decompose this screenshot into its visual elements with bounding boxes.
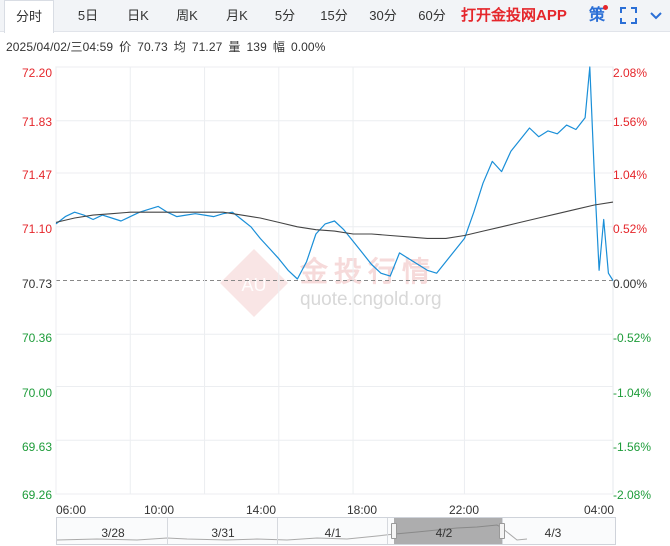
x-tick-label: 14:00 — [245, 503, 277, 517]
y-pct-tick-label: 1.04% — [613, 168, 648, 182]
navigator-separator — [277, 518, 278, 544]
navigator-separator — [387, 518, 388, 544]
volume-value: 139 — [246, 40, 267, 54]
y-tick-label: 72.20 — [21, 66, 52, 80]
quote-info-line: 2025/04/02/三04:59 价 70.73 均 71.27 量 139 幅 0.00% — [6, 38, 331, 55]
navigator-left-handle[interactable] — [391, 523, 397, 539]
tab-15min[interactable]: 15分 — [320, 8, 348, 23]
avg-value: 71.27 — [191, 40, 223, 54]
navigator-date: 3/31 — [211, 526, 235, 540]
tab-5min[interactable]: 5分 — [274, 8, 296, 23]
navigator-date: 4/3 — [544, 526, 562, 540]
navigator-date: 4/1 — [324, 526, 342, 540]
quote-datetime: 2025/04/02/三04:59 — [6, 40, 114, 54]
navigator-right-handle[interactable] — [499, 523, 505, 539]
watermark-brand: 金投行情 — [300, 256, 437, 287]
y-tick-label: 70.73 — [21, 277, 52, 291]
tab-intraday[interactable]: 分时 — [4, 0, 54, 33]
volume-label: 量 — [228, 40, 241, 54]
tab-60min[interactable]: 60分 — [418, 8, 446, 23]
notification-dot — [603, 5, 608, 10]
y-tick-label: 70.00 — [21, 386, 52, 400]
price-value: 70.73 — [137, 40, 168, 54]
x-tick-label: 10:00 — [143, 503, 175, 517]
x-tick-label: 06:00 — [55, 503, 87, 517]
x-tick-label: 18:00 — [346, 503, 378, 517]
x-tick-label: 22:00 — [448, 503, 480, 517]
watermark-url: quote.cngold.org — [300, 289, 442, 310]
y-tick-label: 71.10 — [21, 222, 52, 236]
y-tick-label: 69.63 — [21, 440, 52, 454]
x-tick-label: 04:00 — [583, 503, 615, 517]
price-line — [55, 66, 614, 281]
y-pct-tick-label: -1.56% — [613, 440, 652, 454]
tab-30min[interactable]: 30分 — [369, 8, 397, 23]
average-line — [55, 201, 614, 239]
tab-monthly-k[interactable]: 月K — [226, 8, 248, 23]
y-pct-tick-label: 2.08% — [613, 66, 648, 80]
chevron-down-icon[interactable] — [649, 9, 663, 23]
change-label: 幅 — [272, 40, 285, 54]
y-pct-tick-label: -0.52% — [613, 331, 652, 345]
y-pct-tick-label: -2.08% — [613, 488, 652, 502]
y-pct-tick-label: 1.56% — [613, 115, 648, 129]
plot-frame — [55, 66, 614, 495]
price-label: 价 — [119, 40, 132, 54]
y-tick-label: 71.47 — [21, 168, 52, 182]
open-app-link[interactable]: 打开金投网APP — [461, 7, 567, 24]
navigator-selection[interactable] — [394, 518, 502, 544]
y-pct-tick-label: -1.04% — [613, 386, 652, 400]
navigator-date: 4/2 — [435, 526, 453, 540]
y-tick-label: 71.83 — [21, 115, 52, 129]
navigator-date: 3/28 — [101, 526, 125, 540]
tab-weekly-k[interactable]: 周K — [176, 8, 198, 23]
tab-daily-k[interactable]: 日K — [127, 8, 149, 23]
fullscreen-icon[interactable] — [620, 7, 637, 24]
time-navigator[interactable]: 3/28 3/31 4/1 4/2 4/3 — [56, 517, 616, 545]
change-value: 0.00% — [290, 40, 326, 54]
strategy-icon[interactable]: 策 — [589, 7, 606, 24]
y-tick-label: 69.26 — [21, 488, 52, 502]
tab-5day[interactable]: 5日 — [77, 8, 99, 23]
period-toolbar: 分时 5日 日K 周K 月K 5分 15分 30分 60分 打开金投网APP 策 — [0, 0, 670, 33]
y-pct-tick-label: 0.52% — [613, 222, 648, 236]
y-pct-tick-label: 0.00% — [613, 277, 648, 291]
avg-label: 均 — [173, 40, 186, 54]
navigator-separator — [167, 518, 168, 544]
y-tick-label: 70.36 — [21, 331, 52, 345]
